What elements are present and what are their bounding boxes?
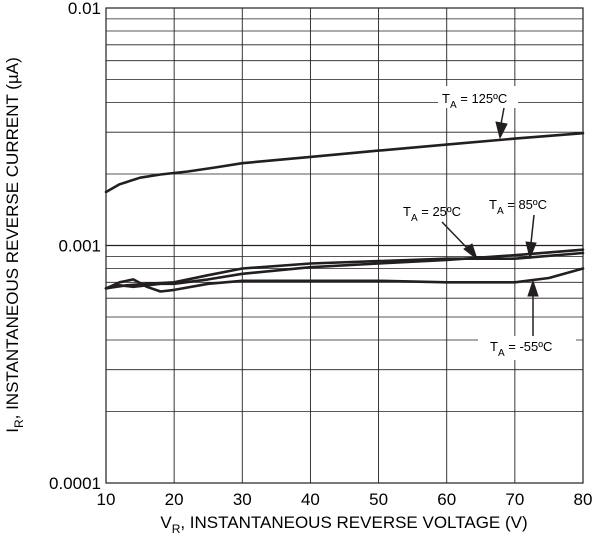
arrow-125c-line [500,107,505,125]
x-tick-label: 60 [437,490,456,509]
label-m55c-bg [478,336,576,360]
annotation-85c: TA = 85ºC [489,197,547,217]
arrow-125c-head [495,121,508,140]
x-tick-label: 30 [233,490,252,509]
y-tick-label: 0.01 [68,0,101,18]
series-line-3 [104,267,585,293]
series-lines [104,131,585,293]
arrow-85c-head [525,241,537,260]
annotation-125c-main: T [442,91,450,106]
x-axis-title-sub: R [172,522,181,536]
arrow-25c-line [441,221,471,252]
plot-frame [105,7,584,484]
annotation-85c-main: T [489,197,497,212]
arrow-25c-head [463,243,478,261]
y-axis-title-sub: R [12,419,26,428]
x-axis-title-rest: , INSTANTANEOUS REVERSE VOLTAGE (V) [180,513,527,532]
series-line-2 [104,248,585,290]
x-tick-label: 50 [369,490,388,509]
annotation-m55c-main: T [490,339,498,354]
annotation-25c: TA = 25ºC [403,204,461,224]
annotation-125c-rest: = 125ºC [457,91,508,106]
y-tick-label: 0.001 [58,237,101,256]
annotation-m55c-sub: A [498,348,505,359]
annotation-25c-rest: = 25ºC [418,204,461,219]
x-tick-label: 70 [505,490,524,509]
annotation-85c-rest: = 85ºC [504,197,547,212]
annotation-125c: TA = 125ºC [442,91,507,111]
x-tick-label: 40 [301,490,320,509]
annotation-m55c-rest: = -55ºC [505,339,553,354]
label-125c-bg [438,86,518,108]
y-axis-title: IR, INSTANTANEOUS REVERSE CURRENT (µA) [3,57,26,433]
x-axis-title: VR, INSTANTANEOUS REVERSE VOLTAGE (V) [160,513,527,536]
annotation-25c-sub: A [411,213,418,224]
grid [106,8,583,483]
y-axis-title-rest: , INSTANTANEOUS REVERSE CURRENT (µA) [3,57,22,419]
tick-labels: 10 20 30 40 50 60 70 80 0.01 0.001 0.0001 [49,0,592,509]
x-tick-label: 20 [165,490,184,509]
arrow-85c-line [530,214,535,244]
annotation-125c-sub: A [450,100,457,111]
annotation-m55c: TA = -55ºC [490,339,552,359]
series-line-0 [104,131,585,194]
annotation-85c-sub: A [497,206,504,217]
y-axis-title-main: I [3,428,22,433]
annotation-25c-main: T [403,204,411,219]
x-tick-label: 10 [97,490,116,509]
arrow-m55c-head [527,279,539,297]
x-axis-title-main: V [160,513,172,532]
x-tick-label: 80 [574,490,593,509]
y-tick-label: 0.0001 [49,474,101,493]
annotation-arrows [441,107,539,336]
